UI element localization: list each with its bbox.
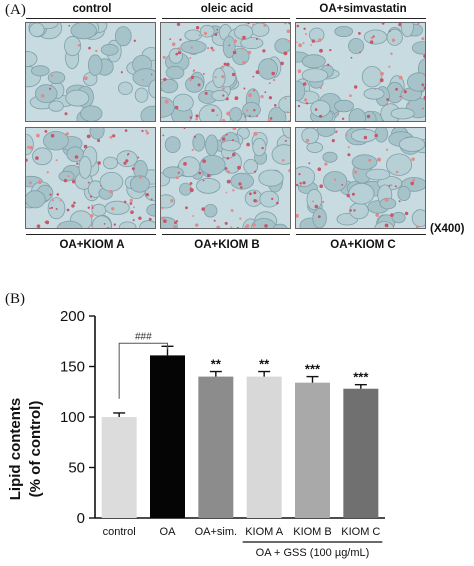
bar-chart: Lipid contents (% of control) 0 50 100 150 2…	[7, 308, 385, 559]
cell-image	[296, 23, 425, 121]
rule-top-1	[26, 18, 156, 19]
significance-mark: ***	[353, 370, 369, 385]
micrograph-oa-kiom-b	[160, 127, 291, 229]
cell-image	[161, 23, 290, 121]
bar	[295, 382, 330, 518]
x-tick-label: KIOM B	[293, 526, 332, 538]
x-tick-label: control	[103, 526, 136, 538]
micrograph-oa-kiom-a	[25, 127, 156, 229]
y-tick-label: 0	[77, 510, 85, 527]
micrograph-oleic-acid	[160, 22, 291, 122]
significance-mark: **	[211, 357, 222, 372]
micrograph-oa-kiom-c	[295, 127, 426, 229]
y-tick-label: 50	[68, 460, 85, 477]
micrograph-oa-simvastatin	[295, 22, 426, 122]
y-axis-label-line1: Lipid contents	[7, 398, 24, 501]
group-label: OA + GSS (100 µg/mL)	[256, 547, 370, 559]
label-control: control	[72, 3, 112, 15]
y-tick-label: 100	[60, 409, 85, 426]
rule-bottom-1	[26, 234, 156, 235]
rule-bottom-3	[296, 234, 426, 235]
bar	[101, 417, 137, 518]
magnification-label: (X400)	[430, 223, 465, 235]
rule-top-2	[162, 18, 290, 19]
significance-bracket-label: ###	[135, 331, 152, 342]
label-oa-kiom-c: OA+KIOM C	[330, 239, 396, 251]
cell-image	[296, 128, 425, 228]
y-tick-label: 150	[60, 359, 85, 376]
cell-image	[26, 128, 155, 228]
x-tick-label: OA+sim.	[195, 526, 237, 538]
bar	[343, 388, 379, 518]
bar	[198, 376, 234, 518]
panel-a-label: (A)	[5, 2, 26, 18]
cell-image	[161, 128, 290, 228]
x-tick-label: KIOM A	[245, 526, 284, 538]
y-tick-label: 200	[60, 308, 85, 325]
label-oa-kiom-b: OA+KIOM B	[194, 239, 260, 251]
significance-mark: **	[259, 357, 270, 372]
bar	[246, 376, 282, 518]
significance-bracket	[118, 342, 168, 399]
rule-top-3	[296, 18, 426, 19]
bar	[150, 355, 185, 518]
x-tick-label: KIOM C	[341, 526, 380, 538]
label-oleic-acid: oleic acid	[200, 3, 254, 15]
cell-image	[26, 23, 155, 121]
significance-mark: ***	[305, 362, 321, 377]
label-oa-simvastatin: OA+simvastatin	[319, 3, 407, 15]
micrograph-control	[25, 22, 156, 122]
label-oa-kiom-a: OA+KIOM A	[59, 239, 125, 251]
rule-bottom-2	[162, 234, 290, 235]
panel-b-label: (B)	[5, 291, 25, 307]
y-axis-label-line2: (% of control)	[27, 401, 44, 498]
x-tick-label: OA	[160, 526, 177, 538]
